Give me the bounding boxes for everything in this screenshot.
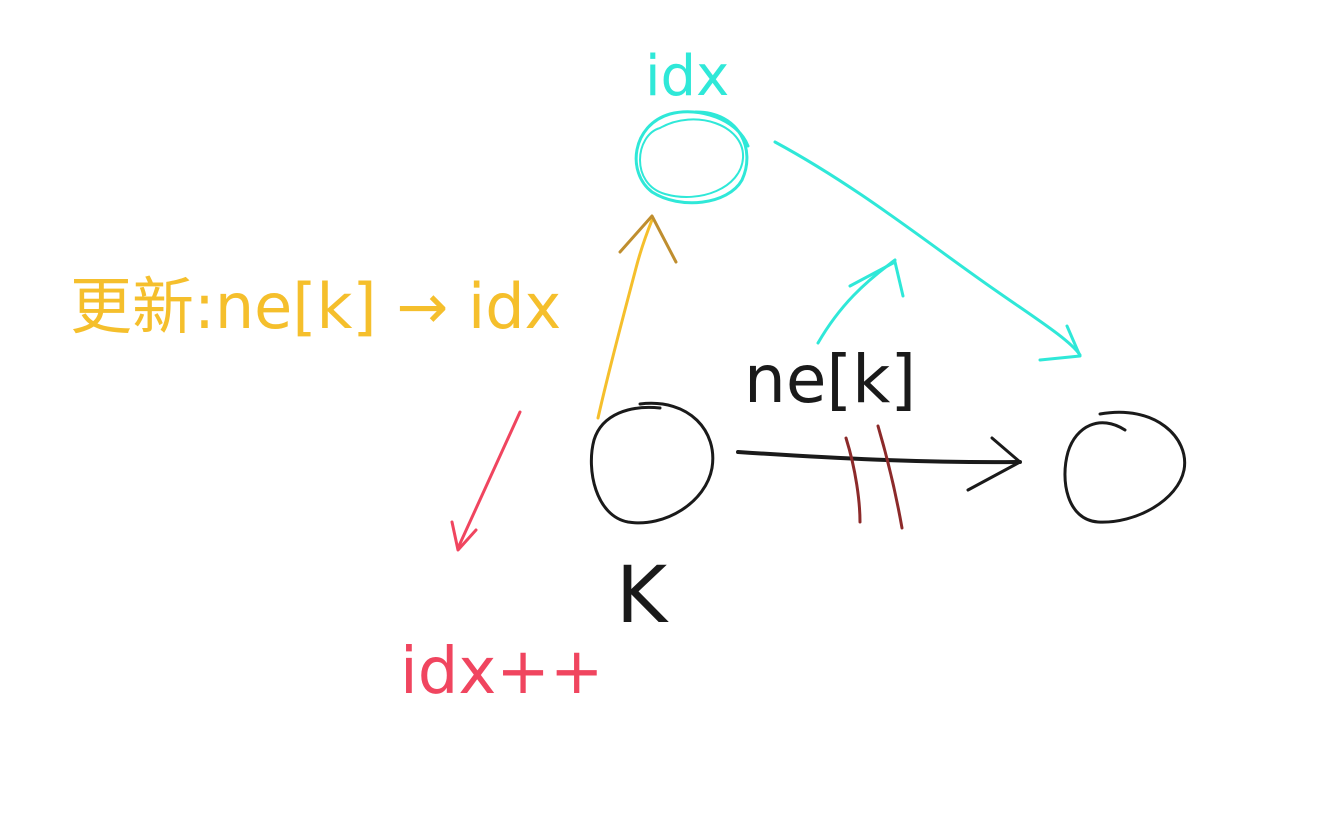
k-to-new-arrow	[596, 214, 678, 420]
k-label: K	[616, 551, 669, 641]
new-node-circle	[634, 110, 750, 205]
top-idx-label: idx	[645, 44, 729, 109]
ne-k-label: ne[k]	[744, 341, 916, 418]
new-to-next-arrow	[773, 140, 1082, 362]
next-node	[1063, 410, 1187, 524]
update-annotation: 更新:ne[k] → idx	[70, 270, 561, 343]
idx-increment: idx++	[400, 410, 604, 709]
next-node-circle	[1063, 410, 1187, 524]
k-node-circle	[589, 401, 715, 525]
crossed-out-marks	[844, 424, 904, 530]
idx-plus-label: idx++	[400, 635, 604, 709]
new-node-inner-circle	[639, 118, 745, 198]
idx-arrow	[456, 410, 522, 550]
ne-k-to-new-arrow	[816, 258, 905, 345]
new-node	[634, 110, 750, 205]
k-to-next-arrow	[736, 436, 1022, 492]
update-text: 更新:ne[k] → idx	[70, 270, 561, 343]
k-node	[589, 401, 715, 525]
